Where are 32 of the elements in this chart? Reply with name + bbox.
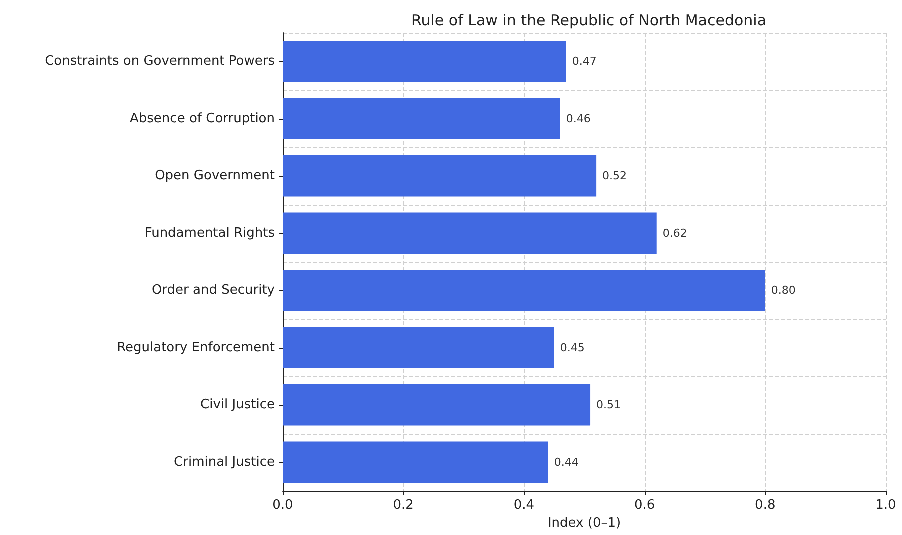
data-label: 0.47 — [572, 55, 597, 68]
data-label: 0.46 — [566, 112, 591, 126]
x-tick-label: 1.0 — [876, 498, 896, 513]
data-label: 0.44 — [554, 456, 579, 469]
bar — [283, 270, 766, 312]
x-axis-title: Index (0–1) — [548, 516, 622, 531]
bar — [283, 327, 554, 368]
y-tick-label: Regulatory Enforcement — [117, 340, 275, 356]
data-label: 0.45 — [560, 341, 585, 354]
y-tick-label: Order and Security — [152, 283, 276, 298]
chart-title: Rule of Law in the Republic of North Macedonia — [411, 12, 767, 30]
bar — [283, 41, 566, 82]
x-tick-label: 0.0 — [272, 498, 294, 513]
y-tick-label: Constraints on Government Powers — [45, 54, 276, 70]
data-label: 0.80 — [771, 284, 796, 298]
bar — [283, 384, 591, 426]
y-tick-label: Absence of Corruption — [130, 111, 275, 126]
y-tick-label: Criminal Justice — [174, 454, 275, 470]
x-tick-label: 0.8 — [755, 498, 776, 513]
bar — [283, 98, 560, 140]
y-tick-label: Fundamental Rights — [144, 226, 276, 241]
data-label: 0.52 — [602, 170, 628, 183]
x-tick-label: 0.6 — [634, 498, 656, 513]
bar — [283, 156, 597, 197]
y-tick-label: Open Government — [155, 168, 275, 184]
bar — [283, 212, 657, 254]
bar — [283, 442, 548, 483]
data-label: 0.51 — [596, 398, 622, 412]
y-tick-label: Civil Justice — [200, 398, 275, 413]
data-label: 0.62 — [662, 226, 688, 240]
x-tick-label: 0.4 — [514, 498, 535, 513]
x-tick-label: 0.2 — [393, 498, 414, 513]
